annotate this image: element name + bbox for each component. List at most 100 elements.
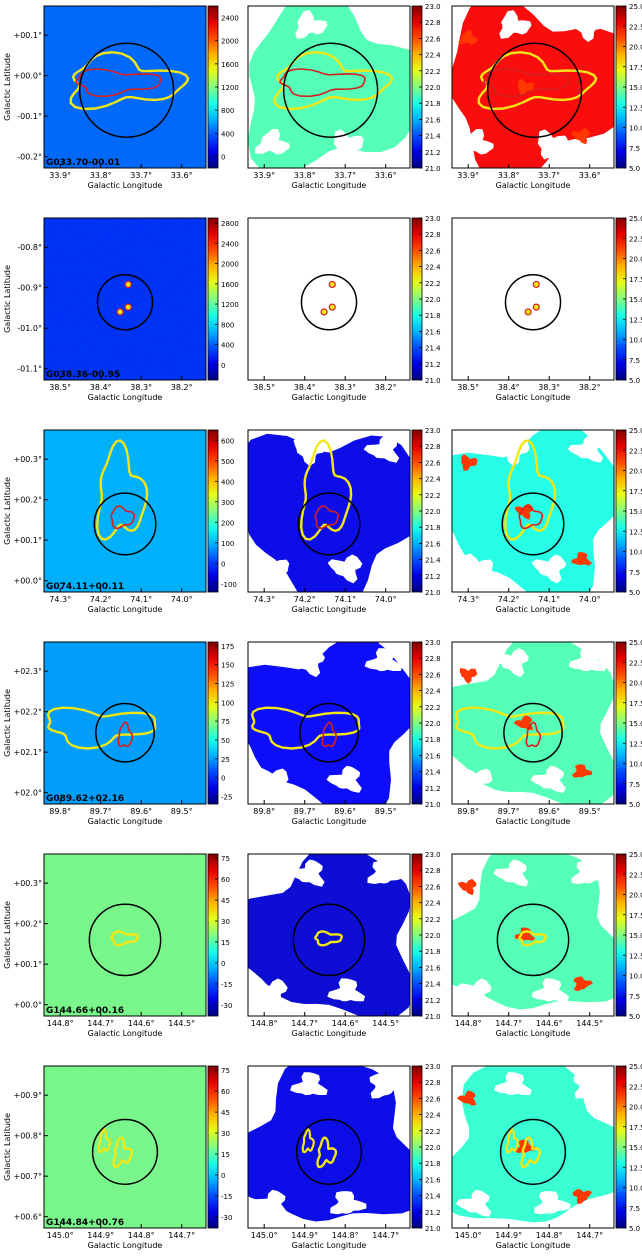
aperture-circle [499,1118,567,1186]
blank-region [363,435,400,463]
panel-frame [247,5,411,169]
x-tick-label: 144.8° [251,1019,278,1028]
blank-region [457,978,492,1008]
panel-r4-c1: 89.8° 89.7° 89.6° 89.5° Galactic Longitude +0… [3,641,207,826]
colorbar-tick-label: 7.5 [629,993,640,1001]
colorbar-tick-label: 300 [221,499,234,507]
colorbar-tick-label: 17.5 [629,1124,642,1132]
x-axis-label: Galactic Longitude [88,1029,163,1038]
compact-source [532,280,540,289]
aperture-circle [503,702,563,763]
colorbar-tick-label: 21.6 [425,328,441,336]
x-tick-label: 144.9° [291,1231,318,1240]
colorbar-tick-label: 1600 [221,61,239,69]
colorbar-tick-label: 17.5 [629,64,642,72]
x-tick-label: 74.1° [334,595,356,604]
contour-inner [314,505,340,530]
colorbar-tick-label: 125 [221,680,234,688]
x-tick-label: 74.3° [457,595,479,604]
colorbar: -100 0 100 200 300 400 500 600 [207,429,237,593]
blank-region [255,129,290,155]
x-tick-label: 38.5° [253,383,275,392]
contour-outer [316,1136,338,1169]
colorbar-tick-label: 21.4 [425,981,441,989]
colorbar-tick-label: 2400 [221,15,239,23]
colorbar-tick-label: 22.5 [629,235,642,243]
blank-region [537,129,568,160]
colorbar-tick-label: 5.0 [629,1013,640,1021]
x-tick-label: 89.6° [538,807,560,816]
x-axis-label: Galactic Longitude [292,393,367,402]
contour-inner [482,68,570,98]
colorbar-tick-label: 22.6 [425,1095,441,1103]
panel-r1-c2: 33.9° 33.8° 33.7° 33.6° Galactic Longitude [247,5,411,190]
x-tick-label: 33.9° [253,171,275,180]
aperture-circle [95,702,155,763]
panel-r2-c2: 38.5° 38.4° 38.3° 38.2° Galactic Longitude [247,217,411,402]
colorbar-tick-label: 0 [221,775,225,783]
compact-source [124,303,132,311]
panel-r5-c2: 144.8° 144.7° 144.6° 144.5° Galactic Longitu… [247,853,411,1038]
y-axis-label: Galactic Latitude [3,1113,12,1181]
colorbar-tick-label: 12.5 [629,740,642,748]
blank-region [367,860,404,884]
aperture-circle [91,1118,159,1186]
panel-r3-c3: 74.3° 74.2° 74.1° 74.0° Galactic Longitude [451,429,615,614]
panel-r5-c1: 144.8° 144.7° 144.6° 144.5° Galactic Longitu… [3,853,207,1038]
colorbar-tick-label: 22.4 [425,476,441,484]
colorbar-tick-label: 30 [221,918,230,926]
blank-region [568,648,607,672]
compact-source [524,308,532,316]
x-tick-label: 89.6° [334,807,356,816]
x-axis-label: Galactic Longitude [496,817,571,826]
contour-inner [525,721,542,748]
blank-region [333,129,364,160]
colorbar-tick-label: 21.8 [425,1160,441,1168]
colorbar-tick-label: 0 [221,362,225,370]
colorbar-tick-label: 7.5 [629,145,640,153]
colorbar-tick-label: 22.0 [425,1144,441,1152]
colorbar-tick-label: 20.0 [629,1104,642,1112]
colorbar-tick-label: 2000 [221,261,239,269]
contour-outer [299,439,353,541]
contour-outer [454,706,565,750]
colorbar-tick-label: 1200 [221,301,239,309]
colorbar-tick-label: 21.8 [425,524,441,532]
colorbar-tick-label: 21.2 [425,997,441,1005]
contour-outer [110,930,140,947]
colorbar-tick-label: 12.5 [629,952,642,960]
colorbar-tick-label: 21.0 [425,1225,441,1233]
x-axis-label: Galactic Longitude [496,1029,571,1038]
y-tick-label: +00.0° [13,72,42,81]
colorbar-tick-label: 60 [221,876,230,884]
colorbar-tick-label: 1200 [221,84,239,92]
colorbar-tick-label: 15.0 [629,720,642,728]
colorbar-tick-label: 15.0 [629,1144,642,1152]
colorbar: 21.0 21.2 21.4 21.6 21.8 22.0 22.2 22.4 22.6 22.8… [411,427,441,597]
colorbar-tick-label: 22.8 [425,19,441,27]
colorbar-tick-label: 12.5 [629,104,642,112]
panel-frame [247,217,411,381]
aperture-circle [496,903,570,977]
x-tick-label: 38.2° [579,383,601,392]
colorbar-tick-label: 22.0 [425,84,441,92]
colorbar-tick-label: 600 [221,437,234,445]
x-tick-label: 38.2° [375,383,397,392]
panel-frame [43,5,207,169]
panel-r1-c3: 33.9° 33.8° 33.7° 33.6° Galactic Longitude [451,5,615,190]
source-label: G038.36-00.95 [46,370,120,380]
colorbar: 5.0 7.5 10.0 12.5 15.0 17.5 20.0 22.5 25.0 [615,3,642,173]
hot-region [458,30,478,45]
blank-region [256,767,289,797]
colorbar-tick-label: 22.6 [425,459,441,467]
panel-frame [43,429,207,593]
aperture-circle [96,273,154,331]
x-tick-label: 144.5° [576,1019,603,1028]
colorbar-tick-label: 22.0 [425,932,441,940]
blank-region [326,765,362,793]
colorbar-tick-label: 21.4 [425,1193,441,1201]
colorbar-gradient [207,853,219,1017]
colorbar-tick-label: 25.0 [629,215,642,223]
blank-region [534,1191,571,1215]
colorbar-tick-label: 10.0 [629,549,642,557]
